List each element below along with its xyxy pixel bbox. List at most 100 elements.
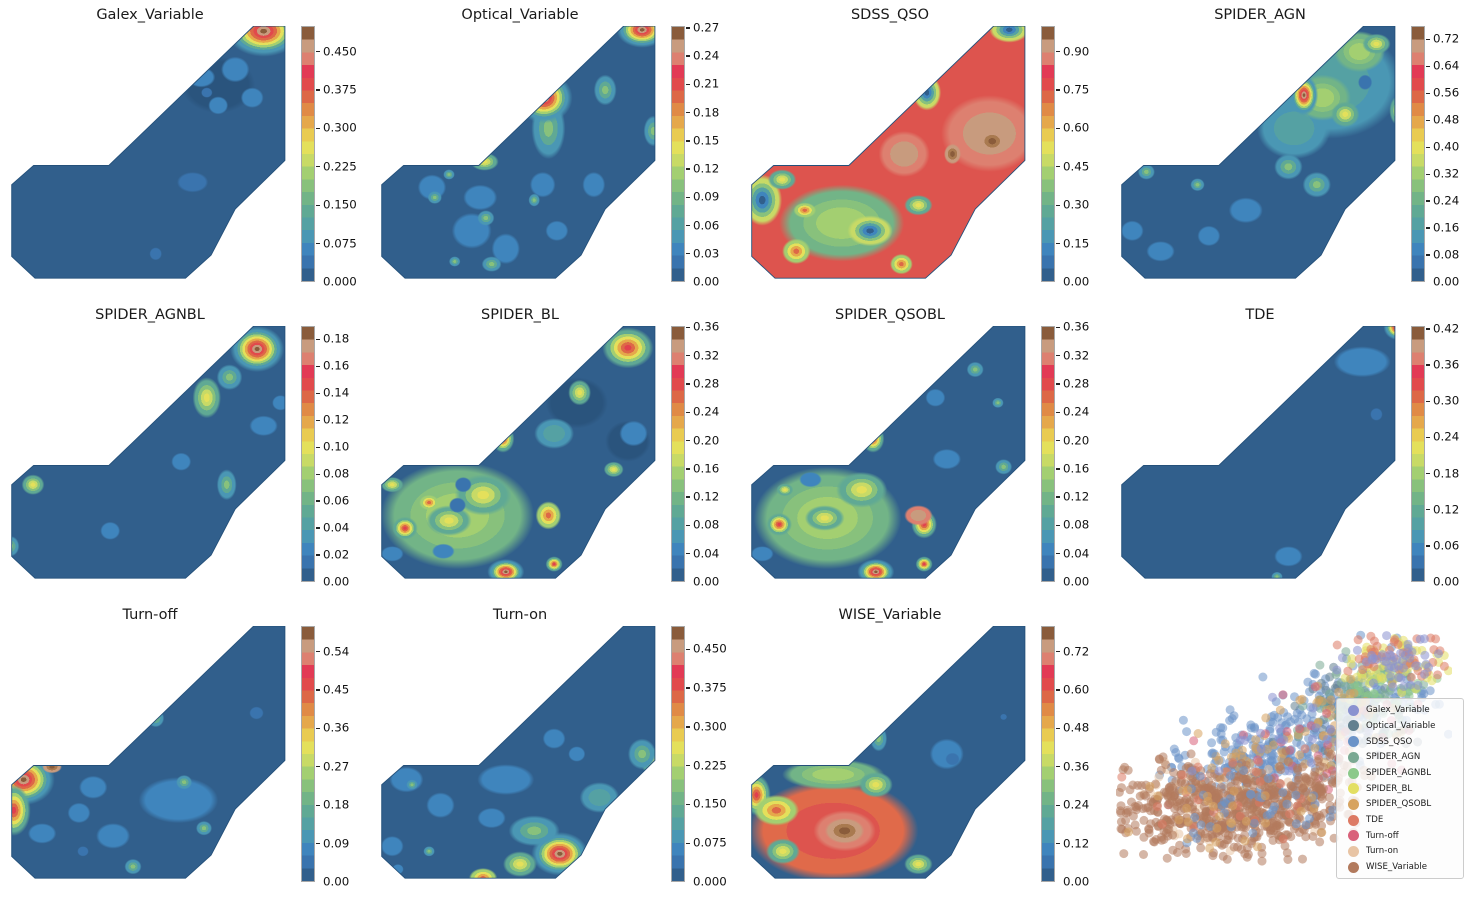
- colorbar-tick-mark: [686, 726, 690, 728]
- colorbar-tick-mark: [316, 650, 320, 653]
- panel-Turn-on: Turn-on 0.000 0.075 0.150 0.225 0.300 0.375 0.4…: [370, 600, 740, 900]
- footprint-outline: [751, 26, 1026, 279]
- colorbar-tick-label: 0.48: [1063, 720, 1090, 735]
- legend-label: WISE_Variable: [1366, 862, 1428, 873]
- panel-embedding-scatter: Galex_Variable Optical_Variable SDSS_QSO SP…: [1110, 600, 1480, 900]
- colorbar-tick-label: 0.27: [693, 20, 720, 35]
- colorbar-gradient: [301, 26, 315, 282]
- panel-body: 0.00 0.03 0.06 0.09 0.12 0.15 0.18 0.21 0.24 0.27: [378, 20, 740, 288]
- legend-marker-icon: [1348, 704, 1359, 716]
- legend-marker-icon: [1348, 736, 1359, 748]
- legend-marker-icon: [1348, 720, 1359, 732]
- legend-label: SPIDER_BL: [1366, 783, 1413, 794]
- colorbar-tick-label: 0.06: [693, 217, 720, 232]
- panel-SPIDER_BL: SPIDER_BL 0.00 0.04 0.08 0.12 0.16 0.20 0.24 0.2…: [370, 300, 740, 600]
- contour-plot: [381, 326, 656, 579]
- legend-item: Galex_Variable: [1342, 702, 1458, 718]
- colorbar-gradient: [671, 326, 685, 582]
- panel-body: 0.00 0.04 0.08 0.12 0.16 0.20 0.24 0.28 0.32 0.36: [748, 320, 1110, 588]
- colorbar-tick-label: 0.10: [323, 439, 350, 454]
- colorbar-tick-mark: [686, 196, 690, 198]
- colorbar-tick-mark: [1426, 173, 1430, 175]
- colorbar: 0.000 0.075 0.150 0.225 0.300 0.375 0.450: [301, 26, 365, 288]
- legend-item: SPIDER_AGN: [1342, 750, 1458, 766]
- colorbar-tick-mark: [1056, 650, 1060, 653]
- colorbar-tick-label: 0.00: [323, 874, 350, 889]
- colorbar-tick-label: 0.225: [323, 159, 357, 174]
- contour-plot: [11, 26, 286, 279]
- colorbar-tick-label: 0.08: [1433, 247, 1460, 262]
- contour-plot: [751, 326, 1026, 579]
- footprint-outline: [1121, 326, 1396, 579]
- legend-label: SPIDER_AGNBL: [1366, 768, 1431, 779]
- colorbar-tick-label: 0.45: [323, 682, 350, 697]
- colorbar-tick-label: 0.12: [693, 489, 720, 504]
- footprint-outline: [381, 26, 656, 279]
- footprint-outline: [11, 626, 286, 879]
- colorbar: 0.00 0.12 0.24 0.36 0.48 0.60 0.72: [1041, 626, 1105, 888]
- footprint-outline: [381, 626, 656, 879]
- legend-marker-icon: [1348, 783, 1359, 795]
- colorbar-tick-label: 0.16: [1433, 220, 1460, 235]
- colorbar-tick-label: 0.00: [693, 274, 720, 289]
- footprint-outline: [1121, 26, 1396, 279]
- colorbar: 0.00 0.08 0.16 0.24 0.32 0.40 0.48 0.56 0.64 0.72: [1411, 26, 1475, 288]
- colorbar-tick-mark: [686, 439, 690, 442]
- colorbar-tick-mark: [316, 527, 320, 529]
- colorbar-tick-label: 0.24: [1063, 797, 1090, 812]
- colorbar-tick-mark: [686, 648, 690, 650]
- colorbar-tick-mark: [686, 168, 690, 170]
- colorbar-tick-mark: [1056, 842, 1060, 845]
- colorbar-tick-mark: [1426, 119, 1430, 121]
- colorbar-tick-mark: [686, 687, 690, 689]
- colorbar-tick-mark: [1426, 254, 1430, 256]
- colorbar-tick-label: 0.36: [323, 720, 350, 735]
- colorbar-tick-mark: [316, 554, 320, 556]
- colorbar-tick-label: 0.36: [693, 319, 720, 334]
- colorbar-tick-mark: [1056, 204, 1060, 206]
- colorbar-tick-mark: [686, 764, 690, 767]
- colorbar-tick-mark: [1056, 242, 1060, 245]
- colorbar-tick-mark: [686, 111, 690, 114]
- legend-label: Turn-off: [1366, 830, 1399, 841]
- colorbar-tick-label: 0.00: [1063, 274, 1090, 289]
- colorbar-tick-label: 0.36: [1063, 759, 1090, 774]
- colorbar-tick-label: 0.00: [693, 574, 720, 589]
- panel-WISE_Variable: WISE_Variable 0.00 0.12 0.24 0.36 0.48 0.60 0.7…: [740, 600, 1110, 900]
- contour-plot: [381, 626, 656, 879]
- colorbar-tick-label: 0.12: [693, 161, 720, 176]
- colorbar-gradient: [301, 626, 315, 882]
- colorbar-tick-label: 0.32: [693, 348, 720, 363]
- colorbar-tick-mark: [686, 253, 690, 255]
- legend-item: Optical_Variable: [1342, 718, 1458, 734]
- colorbar: 0.00 0.09 0.18 0.27 0.36 0.45 0.54: [301, 626, 365, 888]
- colorbar-tick-label: 0.16: [693, 461, 720, 476]
- panel-body: 0.00 0.12 0.24 0.36 0.48 0.60 0.72: [748, 626, 1110, 888]
- colorbar-tick-mark: [316, 727, 320, 730]
- colorbar-gradient: [1041, 326, 1055, 582]
- panel-Turn-off: Turn-off 0.00 0.09 0.18 0.27 0.36 0.45 0.54: [0, 600, 370, 900]
- colorbar-tick-mark: [686, 27, 690, 29]
- colorbar-tick-mark: [1426, 146, 1430, 148]
- colorbar-tick-mark: [316, 500, 320, 502]
- panel-SPIDER_AGN: SPIDER_AGN 0.00 0.08 0.16 0.24 0.32 0.40 0.48 0.…: [1110, 0, 1480, 300]
- colorbar-tick-label: 0.150: [323, 197, 357, 212]
- contour-plot: [1121, 326, 1396, 579]
- legend-item: SPIDER_BL: [1342, 781, 1458, 797]
- panel-body: 0.00 0.08 0.16 0.24 0.32 0.40 0.48 0.56 0.64 0.72: [1118, 26, 1480, 288]
- panel-title: Optical_Variable: [461, 7, 579, 23]
- legend-marker-icon: [1348, 751, 1359, 763]
- colorbar-tick-mark: [686, 553, 690, 555]
- contour-plot: [11, 626, 286, 879]
- colorbar-tick-mark: [1056, 804, 1060, 806]
- contour-plot: [1121, 26, 1396, 279]
- colorbar-tick-mark: [686, 355, 690, 357]
- contour-hotspots: [751, 26, 1025, 275]
- colorbar-tick-label: 0.20: [693, 433, 720, 448]
- colorbar-tick-mark: [316, 473, 320, 475]
- colorbar-tick-label: 0.00: [1063, 874, 1090, 889]
- colorbar-tick-mark: [316, 392, 320, 395]
- colorbar-tick-label: 0.60: [1063, 120, 1090, 135]
- colorbar-tick-label: 0.08: [693, 517, 720, 532]
- colorbar: 0.00 0.02 0.04 0.06 0.08 0.10 0.12 0.14 0.16 0.18: [301, 326, 365, 588]
